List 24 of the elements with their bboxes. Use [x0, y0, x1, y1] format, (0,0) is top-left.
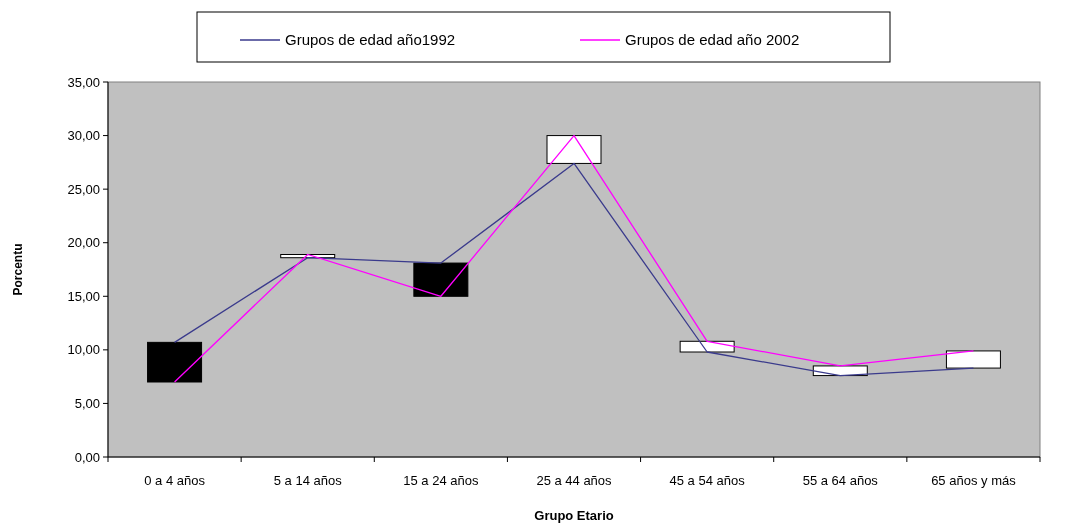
y-tick-label: 15,00	[67, 288, 100, 304]
x-axis-title: Grupo Etario	[534, 508, 614, 523]
y-tick-label: 35,00	[67, 74, 100, 90]
y-tick-label: 25,00	[67, 181, 100, 197]
x-tick-label: 45 a 54 años	[669, 473, 746, 488]
bar	[147, 341, 203, 383]
x-tick-label: 55 a 64 años	[802, 473, 879, 488]
x-tick-label: 5 a 14 años	[273, 473, 343, 488]
y-axis-title: Porcentu	[11, 243, 25, 296]
y-tick-label: 10,00	[67, 342, 100, 358]
bar	[679, 340, 735, 353]
x-tick-label: 0 a 4 años	[144, 473, 206, 488]
y-tick-label: 20,00	[67, 235, 100, 251]
x-tick-label: 25 a 44 años	[536, 473, 613, 488]
y-tick-label: 0,00	[74, 449, 100, 465]
bar	[945, 350, 1001, 369]
legend-label: Grupos de edad año 2002	[625, 31, 800, 49]
y-tick-label: 30,00	[67, 128, 100, 144]
x-tick-label: 15 a 24 años	[403, 473, 479, 488]
legend-label: Grupos de edad año1992	[285, 31, 456, 49]
bar	[546, 135, 602, 164]
bar	[413, 262, 469, 297]
x-tick-label: 65 años y más	[931, 473, 1017, 488]
y-tick-label: 5,00	[74, 395, 100, 411]
